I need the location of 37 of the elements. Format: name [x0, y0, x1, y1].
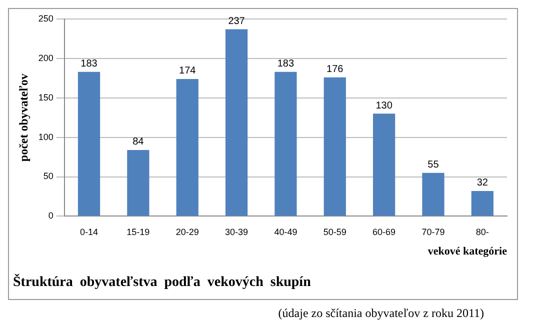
bar: [372, 114, 396, 216]
bar: [78, 72, 100, 216]
data-label: 130: [376, 100, 393, 112]
x-tick-label: 15-19: [126, 227, 150, 238]
x-axis-title: vekové kategórie: [428, 245, 508, 258]
x-tick-label: 80-: [476, 227, 489, 238]
data-label: 84: [132, 136, 144, 148]
y-tick-label: 100: [38, 132, 54, 142]
bar: [471, 190, 494, 216]
data-label: 183: [277, 58, 294, 70]
x-tick-label: 40-49: [274, 227, 298, 238]
bar: [274, 72, 297, 216]
bar: [127, 150, 150, 216]
x-tick-label: 50-59: [323, 227, 346, 238]
data-label: 55: [428, 160, 440, 171]
data-label: 174: [179, 66, 196, 77]
bar: [176, 78, 198, 216]
y-tick-label: 0: [48, 210, 54, 221]
y-axis-title: počet obyvateľov: [16, 74, 30, 162]
x-tick-label: 20-29: [176, 227, 199, 238]
data-label: 176: [326, 64, 344, 76]
x-tick-label: 60-69: [372, 227, 396, 238]
x-tick-label: 70-79: [422, 227, 445, 238]
x-tick-label: 0-14: [80, 227, 98, 238]
text: Štruktúra obyvateľstva podľa vekových skupín: [13, 273, 312, 290]
y-tick-label: 50: [43, 171, 54, 182]
bar: [422, 172, 444, 216]
data-label: 183: [80, 58, 98, 70]
x-tick-label: 30-39: [225, 227, 248, 238]
y-tick-label: 150: [38, 92, 54, 102]
y-tick-label: 200: [38, 52, 54, 63]
bar: [225, 29, 248, 216]
data-label: 237: [228, 16, 246, 28]
y-tick-label: 250: [38, 13, 54, 24]
bar: [324, 77, 346, 216]
data-label: 32: [476, 178, 488, 189]
text: (údaje zo sčítania obyvateľov z roku 2011): [277, 306, 485, 321]
